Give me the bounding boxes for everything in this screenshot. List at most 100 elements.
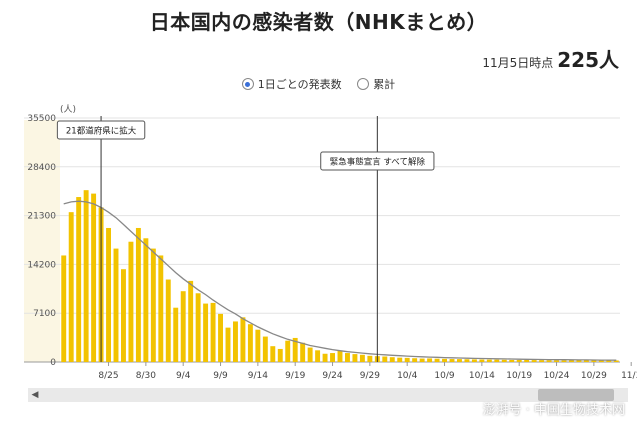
bar [524,360,530,362]
bar [352,354,358,362]
bar [210,302,216,362]
bar [449,359,455,362]
x-tick-label: 8/25 [98,371,118,381]
bar [247,324,253,362]
bar [382,356,388,362]
bar [389,357,395,362]
x-tick-label: 11/3 [621,371,637,381]
bar [434,358,440,362]
scroll-thumb[interactable] [538,389,614,401]
bar [285,340,291,362]
bar [598,360,604,362]
bar [135,227,141,362]
x-tick-label: 9/29 [360,371,380,381]
toggle-daily[interactable]: 1日ごとの発表数 [241,76,342,92]
x-tick-label: 10/9 [434,371,454,381]
bar [471,359,477,362]
bar [121,269,126,362]
bar-series [61,190,619,362]
bar [464,359,470,362]
view-toggle: 1日ごとの発表数 累計 [0,76,637,92]
x-tick-label: 9/9 [213,371,228,381]
bar [494,359,500,362]
bar [277,348,283,362]
bar [442,358,447,362]
bar [262,336,268,362]
bar [554,360,559,362]
bar [180,291,186,362]
bar [427,358,433,362]
bar [330,353,335,362]
bar [322,353,328,362]
bar [91,193,97,362]
x-tick-label: 10/19 [506,371,532,381]
radio-daily-icon[interactable] [241,78,254,90]
bar [68,212,74,362]
bar [359,354,365,362]
x-tick-label: 10/24 [544,371,570,381]
bar [561,360,567,362]
bar [613,360,619,362]
bar [516,359,522,362]
bar [203,303,209,362]
bar [128,241,134,362]
y-tick-labels: 0 7100 14200 21300 28400 35500 [27,114,56,368]
y-tick-label: 21300 [27,212,56,222]
bar [143,238,149,362]
x-tick-label: 9/19 [285,371,305,381]
bar [569,360,574,362]
radio-cumulative-icon[interactable] [357,78,370,90]
bar [83,190,89,362]
bar [583,360,589,362]
bar [591,360,597,362]
x-tick-label: 9/14 [248,371,268,381]
bar [509,359,515,362]
y-tick-label: 35500 [27,114,56,124]
x-tick-label: 9/24 [322,371,342,381]
scroll-left-icon[interactable]: ◀ [31,390,39,400]
bar [576,360,582,362]
bar [158,255,164,362]
bar [76,197,82,362]
bar [546,360,552,362]
x-tick-label: 10/4 [397,371,417,381]
bar [61,255,67,362]
bar [225,327,231,362]
bar [531,360,537,362]
y-tick-label: 0 [50,358,56,368]
bar [188,280,194,362]
toggle-cumulative-label: 累計 [373,78,396,91]
bar [419,358,425,362]
bar [315,350,321,362]
bar [606,360,612,362]
annotation-label: 21都道府県に拡大 [66,126,137,137]
bar [270,346,276,362]
plot-left-shade [24,120,60,362]
bar [404,357,410,362]
bar [367,355,373,362]
y-tick-label: 7100 [33,309,56,319]
as-of-count: 225人 [557,48,619,72]
bar [218,313,223,362]
bar [255,329,261,362]
x-tick-label: 8/30 [136,371,156,381]
toggle-cumulative[interactable]: 累計 [357,76,395,92]
y-tick-label: 14200 [27,260,56,270]
x-tick-label: 9/4 [176,371,191,381]
bar [292,337,298,362]
y-axis-label: (人) [60,104,76,115]
bar [165,279,171,362]
page-title: 日本国内の感染者数（NHKまとめ） [149,10,488,34]
bar [106,227,111,362]
annotation-box [56,120,146,140]
chart-scrollbar[interactable]: ◀ [28,388,628,402]
bar [479,359,485,362]
bar [345,353,350,362]
x-tick-label: 10/14 [469,371,495,381]
y-tick-label: 28400 [27,163,56,173]
annotation-label: 緊急事態宣言 すべて解除 [330,157,426,168]
bar [240,317,246,362]
bar [486,359,492,362]
toggle-daily-label: 1日ごとの発表数 [257,78,342,91]
